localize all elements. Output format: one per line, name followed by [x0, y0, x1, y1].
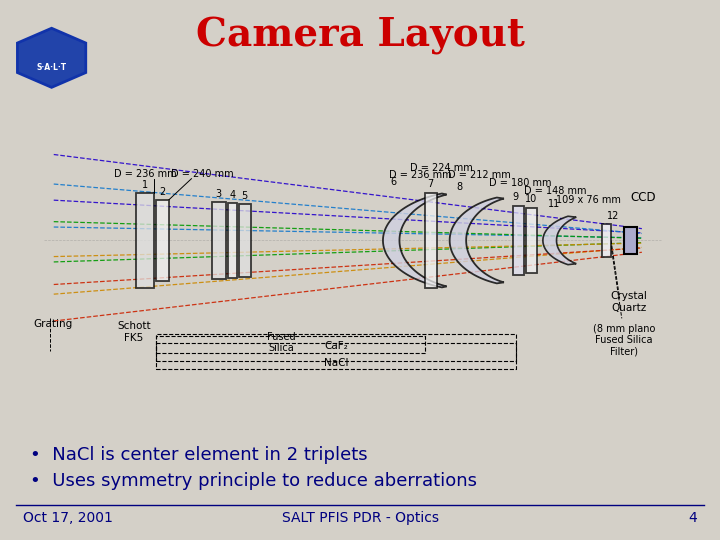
Text: •  NaCl is center element in 2 triplets: • NaCl is center element in 2 triplets — [30, 447, 368, 464]
Text: Grating: Grating — [34, 319, 73, 329]
Bar — [156, 336, 425, 353]
Text: S·A·L·T: S·A·L·T — [37, 63, 67, 72]
Polygon shape — [228, 203, 237, 278]
Polygon shape — [17, 28, 86, 87]
Text: 6: 6 — [391, 177, 397, 187]
Text: D = 180 mm: D = 180 mm — [489, 178, 552, 188]
Text: 1: 1 — [142, 180, 148, 190]
Text: D = 148 mm: D = 148 mm — [523, 186, 586, 197]
Polygon shape — [239, 204, 251, 277]
Text: D = 212 mm: D = 212 mm — [448, 170, 510, 180]
Text: D = 236 mm: D = 236 mm — [114, 168, 176, 179]
Text: Schott
FK5: Schott FK5 — [117, 321, 151, 342]
Text: Camera Layout: Camera Layout — [196, 17, 524, 55]
Text: 2: 2 — [159, 187, 165, 197]
Bar — [156, 342, 516, 369]
Polygon shape — [526, 208, 537, 273]
Polygon shape — [450, 198, 504, 284]
Polygon shape — [136, 193, 154, 288]
Text: 3: 3 — [216, 188, 222, 199]
Polygon shape — [383, 193, 446, 287]
Text: 10: 10 — [526, 194, 538, 205]
Bar — [156, 334, 516, 361]
Polygon shape — [212, 202, 226, 279]
Text: Crystal
Quartz: Crystal Quartz — [611, 292, 647, 313]
Text: D = 240 mm: D = 240 mm — [171, 168, 233, 179]
Polygon shape — [425, 193, 437, 288]
Text: 12: 12 — [607, 211, 619, 220]
Polygon shape — [624, 227, 637, 254]
Text: NaCl: NaCl — [324, 358, 348, 368]
Text: 9: 9 — [513, 192, 518, 202]
Text: 8: 8 — [456, 181, 462, 192]
Text: 7: 7 — [427, 179, 433, 190]
Polygon shape — [513, 206, 524, 275]
Text: 109 x 76 mm: 109 x 76 mm — [556, 195, 621, 205]
Text: D = 236 mm: D = 236 mm — [389, 170, 451, 180]
Text: CaF₂: CaF₂ — [325, 341, 348, 351]
Text: 11: 11 — [547, 199, 559, 210]
Text: •  Uses symmetry principle to reduce aberrations: • Uses symmetry principle to reduce aber… — [30, 472, 477, 490]
Polygon shape — [543, 216, 576, 265]
Text: 4: 4 — [229, 190, 235, 200]
Polygon shape — [603, 224, 611, 256]
Polygon shape — [156, 200, 168, 281]
Text: SALT PFIS PDR - Optics: SALT PFIS PDR - Optics — [282, 511, 438, 525]
Text: Oct 17, 2001: Oct 17, 2001 — [23, 511, 113, 525]
Text: (8 mm plano
Fused Silica
Filter): (8 mm plano Fused Silica Filter) — [593, 323, 655, 357]
Text: 5: 5 — [241, 191, 248, 201]
Text: D = 224 mm: D = 224 mm — [410, 163, 473, 173]
Text: Fused
Silica: Fused Silica — [267, 332, 295, 353]
Text: CCD: CCD — [631, 191, 656, 204]
Text: 4: 4 — [688, 511, 697, 525]
